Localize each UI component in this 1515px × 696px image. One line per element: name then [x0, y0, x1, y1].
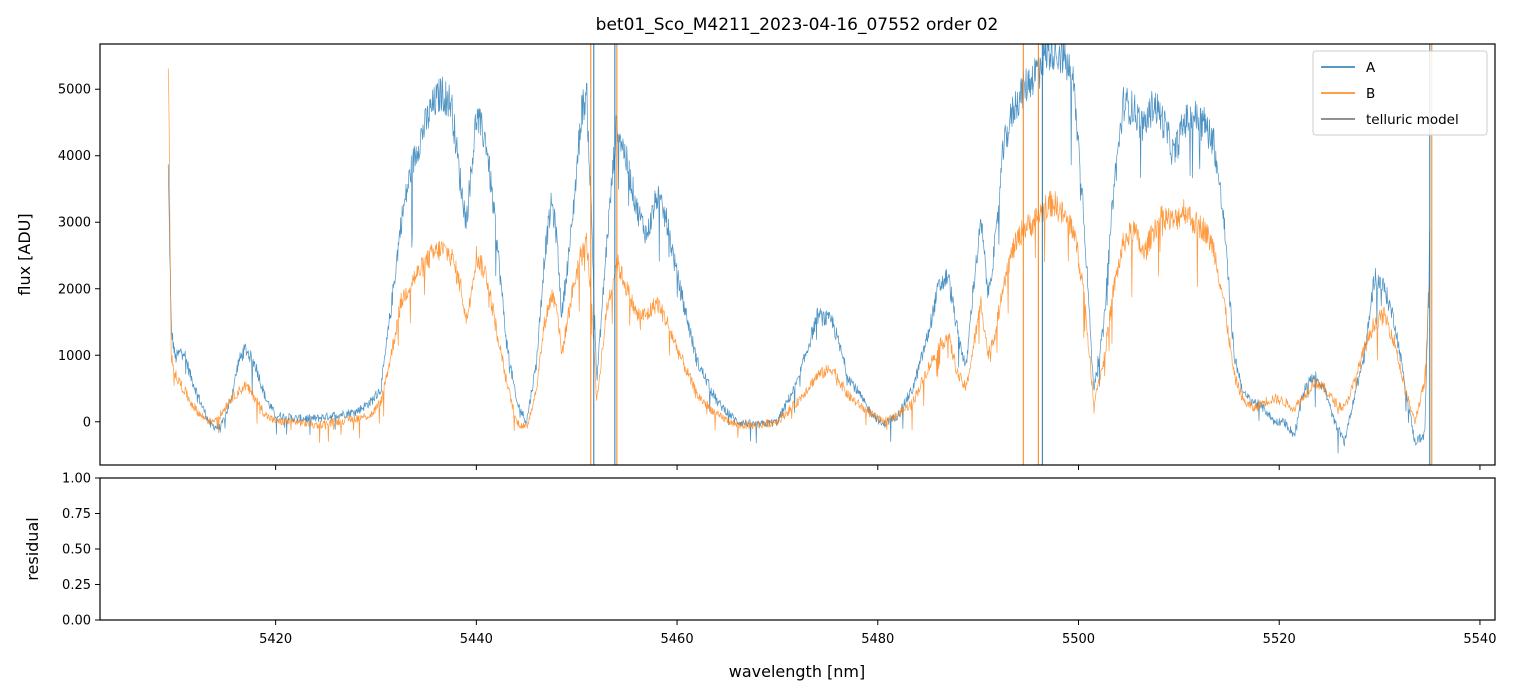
residual-x-axis-label: wavelength [nm] [729, 662, 866, 681]
flux-y-tick-label: 0 [83, 415, 91, 430]
residual-x-tick-label: 5520 [1263, 632, 1296, 647]
flux-y-ticks: 0 1000 2000 3000 4000 5000 [58, 83, 100, 430]
legend-label-a: A [1366, 60, 1376, 76]
residual-x-tick-label: 5460 [661, 632, 694, 647]
residual-y-axis-label: residual [23, 517, 42, 580]
residual-panel: 0.00 0.25 0.50 0.75 1.00 5420 5440 5460 5480 550… [23, 472, 1496, 682]
residual-y-tick-label: 0.00 [62, 614, 91, 629]
chart-title: bet01_Sco_M4211_2023-04-16_07552 order 0… [596, 15, 999, 35]
flux-y-tick-label: 1000 [58, 349, 91, 364]
residual-x-tick-label: 5480 [861, 632, 894, 647]
flux-x-ticks [275, 465, 1481, 470]
flux-y-tick-label: 2000 [58, 282, 91, 297]
residual-y-tick-label: 0.75 [62, 507, 91, 522]
legend-frame [1312, 50, 1488, 136]
legend-label-telluric-model: telluric model [1366, 112, 1459, 128]
series-b-line [167, 68, 1431, 444]
flux-y-tick-label: 5000 [58, 83, 91, 98]
flux-panel: 0 1000 2000 3000 4000 5000 flux [ADU] [15, 43, 1496, 470]
flux-y-axis-label: flux [ADU] [15, 213, 34, 295]
flux-panel-frame [99, 43, 1496, 466]
legend-label-b: B [1366, 86, 1375, 102]
residual-y-ticks: 0.00 0.25 0.50 0.75 1.00 [62, 472, 100, 629]
residual-y-tick-label: 0.25 [62, 578, 91, 593]
residual-y-tick-label: 1.00 [62, 472, 91, 487]
residual-x-tick-label: 5500 [1062, 632, 1095, 647]
flux-y-tick-label: 3000 [58, 216, 91, 231]
series-a-line [167, 44, 1431, 454]
flux-y-tick-label: 4000 [58, 149, 91, 164]
residual-x-tick-label: 5540 [1463, 632, 1496, 647]
residual-x-tick-label: 5420 [259, 632, 292, 647]
residual-x-tick-label: 5440 [460, 632, 493, 647]
residual-x-ticks: 5420 5440 5460 5480 5500 5520 5540 [259, 620, 1496, 647]
flux-series-group [167, 44, 1433, 465]
residual-y-tick-label: 0.50 [62, 543, 91, 558]
residual-panel-frame [99, 477, 1496, 621]
